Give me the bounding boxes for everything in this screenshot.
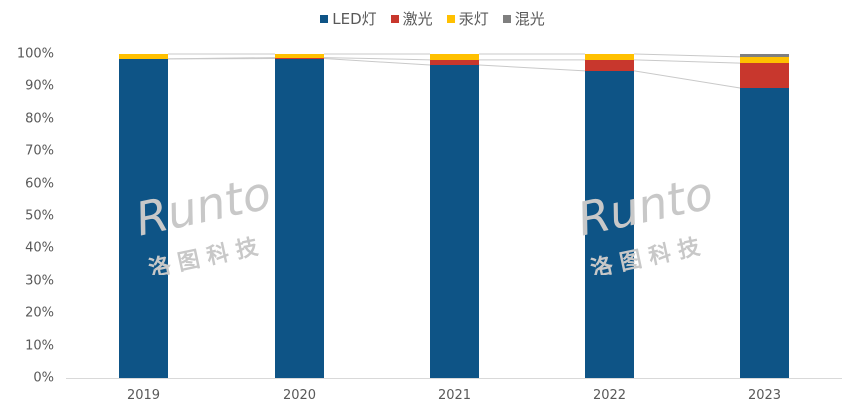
bar-segment: [430, 59, 479, 66]
legend-swatch-icon: [446, 14, 455, 23]
bar-2023: [740, 54, 789, 378]
legend-label: 汞灯: [458, 10, 489, 28]
chart-legend: LED灯 激光 汞灯 混光: [0, 8, 865, 29]
y-tick-label: 50%: [25, 208, 54, 224]
y-tick-label: 100%: [16, 46, 54, 62]
bar-2019: [119, 54, 168, 378]
x-tick-label: 2022: [592, 388, 627, 403]
x-tick-label: 2023: [747, 388, 782, 403]
bar-segment: [275, 58, 324, 378]
y-tick-label: 10%: [25, 338, 54, 354]
y-tick-label: 30%: [25, 273, 54, 289]
x-tick-label: 2021: [437, 388, 472, 403]
bar-segment: [430, 65, 479, 378]
y-tick-label: 90%: [25, 78, 54, 94]
bar-segment: [275, 57, 324, 59]
bar-segment: [585, 70, 634, 378]
legend-item-mercury: 汞灯: [446, 8, 489, 29]
bar-segment: [275, 54, 324, 58]
bar-segment: [585, 59, 634, 71]
x-tick-label: 2020: [282, 388, 317, 403]
bar-segment: [119, 54, 168, 59]
y-tick-label: 20%: [25, 305, 54, 321]
bar-segment: [740, 88, 789, 378]
bar-segment: [430, 54, 479, 60]
legend-swatch-icon: [502, 14, 511, 23]
y-tick-label: 60%: [25, 176, 54, 192]
y-tick-label: 40%: [25, 240, 54, 256]
bar-2022: [585, 54, 634, 378]
y-tick-label: 0%: [33, 370, 54, 386]
y-tick-label: 70%: [25, 143, 54, 159]
legend-label: 激光: [402, 10, 433, 28]
legend-swatch-icon: [320, 14, 329, 23]
legend-item-mixed: 混光: [502, 8, 545, 29]
bar-2021: [430, 54, 479, 378]
bar-segment: [740, 63, 789, 89]
bar-segment: [740, 56, 789, 64]
legend-swatch-icon: [390, 14, 399, 23]
legend-item-led: LED灯: [320, 8, 377, 29]
bar-segment: [585, 54, 634, 60]
legend-label: LED灯: [332, 10, 377, 28]
y-tick-label: 80%: [25, 111, 54, 127]
legend-label: 混光: [514, 10, 545, 28]
bar-segment: [740, 54, 789, 57]
x-tick-label: 2019: [126, 388, 161, 403]
x-axis-line: [66, 378, 842, 379]
bar-segment: [119, 58, 168, 378]
bar-2020: [275, 54, 324, 378]
legend-item-laser: 激光: [390, 8, 433, 29]
